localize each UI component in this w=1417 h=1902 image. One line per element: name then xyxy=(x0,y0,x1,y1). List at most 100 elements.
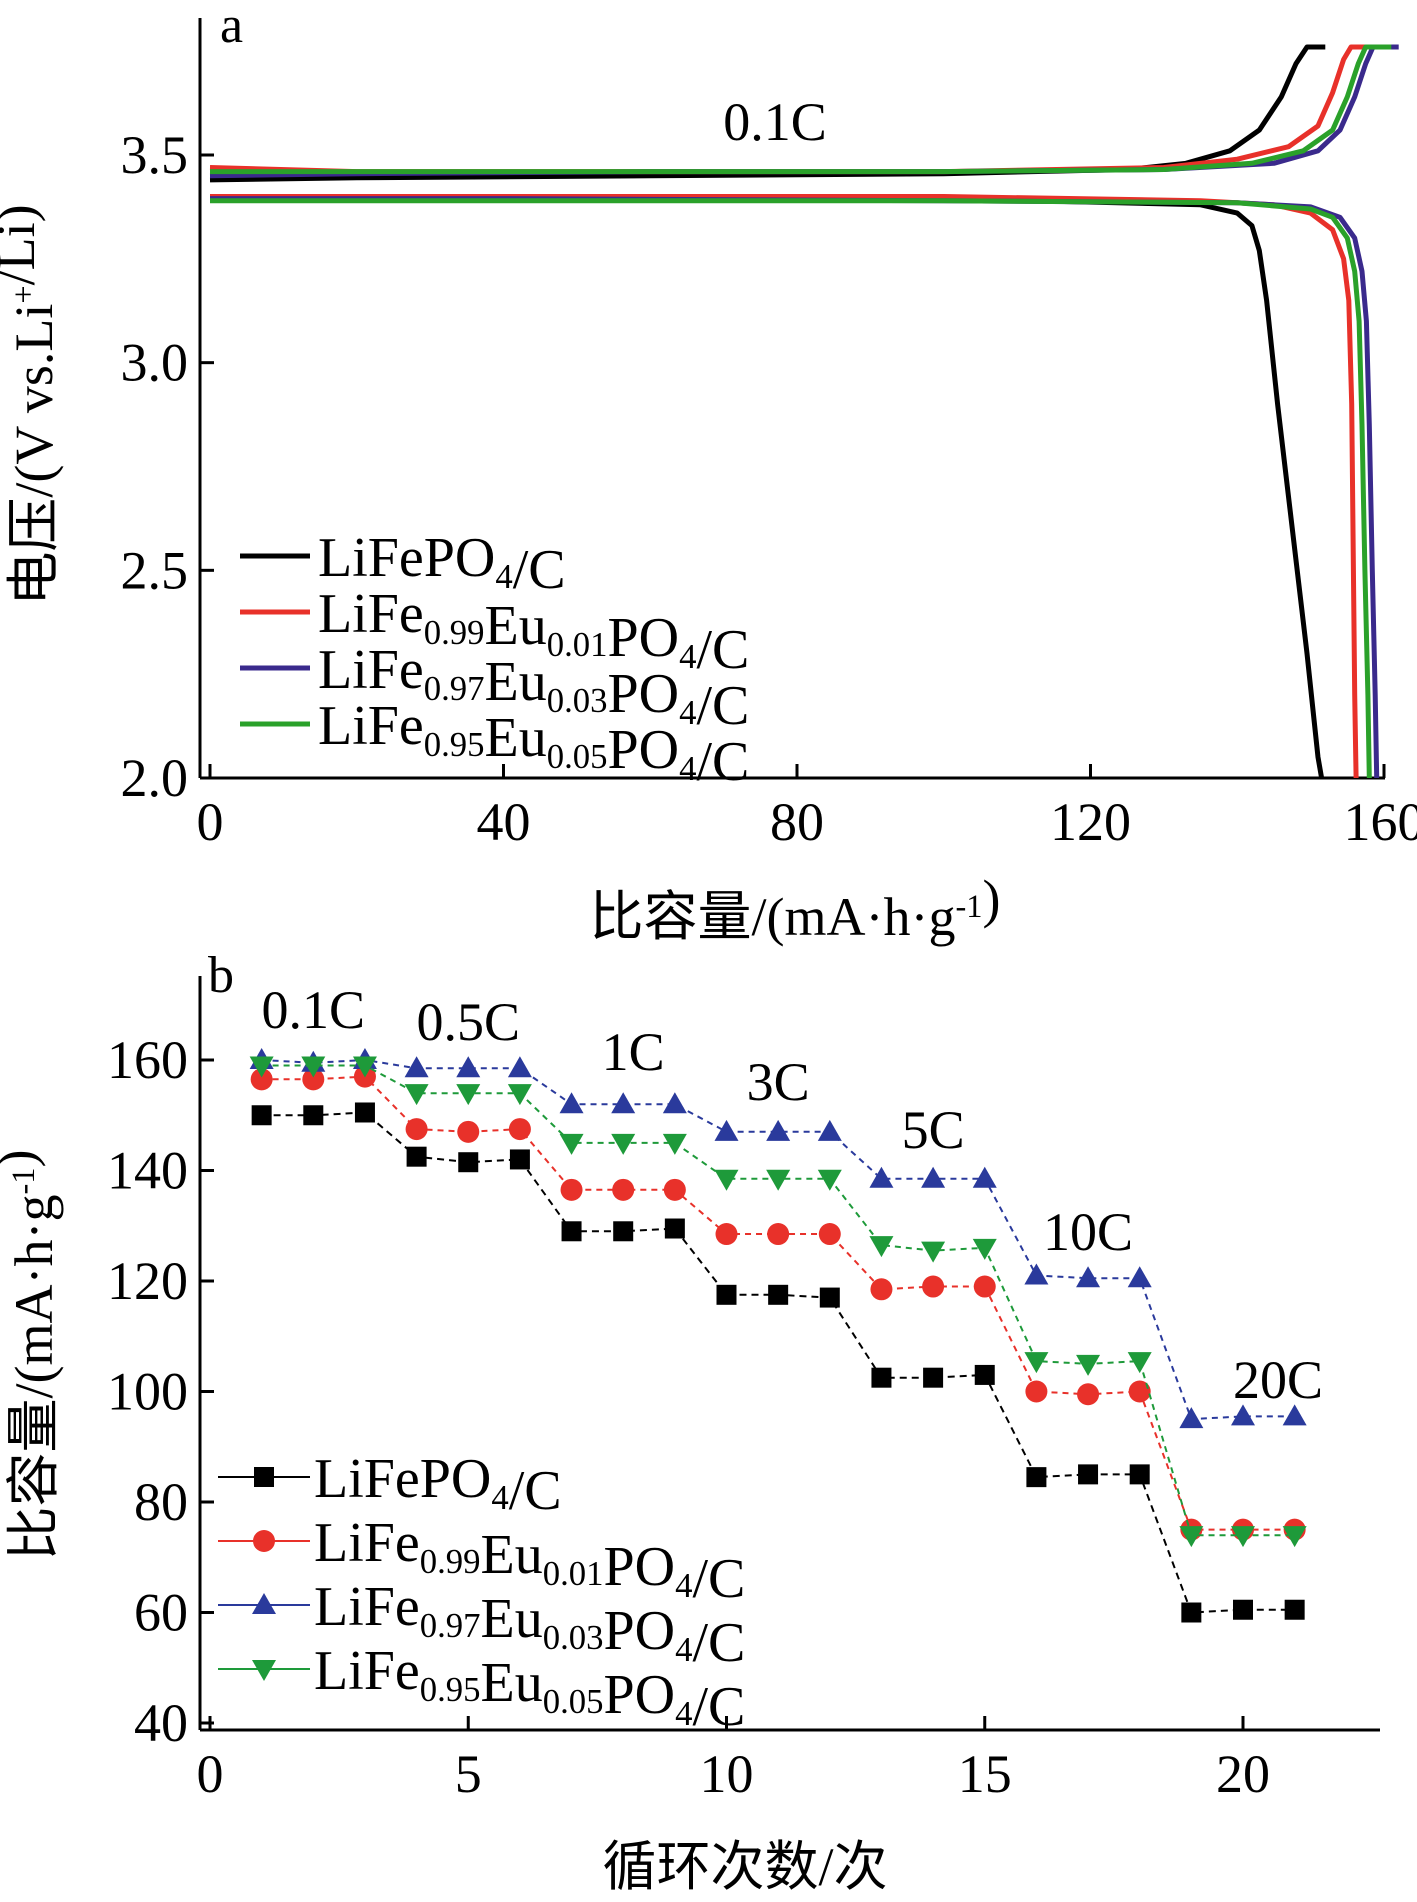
data-point-s1-1 xyxy=(251,1105,272,1126)
data-point-s3-13 xyxy=(869,1166,894,1188)
data-point-s4-16 xyxy=(1024,1352,1049,1374)
data-point-s1-17 xyxy=(1078,1464,1099,1485)
data-point-s3-5 xyxy=(456,1056,481,1078)
y-tick-label: 40 xyxy=(134,1693,188,1753)
data-point-s3-11 xyxy=(766,1119,791,1141)
y-tick-label: 140 xyxy=(107,1141,188,1201)
x-tick-label: 5 xyxy=(455,1744,482,1804)
legend-label-1: LiFePO4/C xyxy=(318,527,566,601)
data-point-s2-17 xyxy=(1077,1383,1100,1406)
panel-letter-b: b xyxy=(208,947,234,1004)
data-point-s1-16 xyxy=(1026,1467,1047,1488)
data-point-s3-15 xyxy=(972,1166,997,1188)
data-point-s2-14 xyxy=(922,1275,945,1298)
data-point-s2-10 xyxy=(715,1223,738,1246)
data-point-s2-2 xyxy=(302,1068,325,1091)
data-point-s3-8 xyxy=(611,1092,636,1114)
data-point-s4-10 xyxy=(714,1169,739,1191)
rate-annotation: 0.1C xyxy=(723,92,827,152)
rate-label-3: 1C xyxy=(602,1022,665,1082)
rate-label-7: 20C xyxy=(1233,1350,1323,1410)
x-tick-label: 40 xyxy=(477,792,531,852)
panel-b-rate-chart: 40 60 80 100 120 140 160 0 5 10 15 20 循环次数/次 比容量/(mA·… xyxy=(0,947,1380,1897)
x-tick-label: 15 xyxy=(958,1744,1012,1804)
rate-label-2: 0.5C xyxy=(416,992,520,1052)
data-point-s3-20 xyxy=(1231,1404,1255,1426)
discharge-curve-4 xyxy=(210,198,1372,779)
legend-label-2: LiFe0.99Eu0.01PO4/C xyxy=(314,1512,745,1610)
legend-label-3: LiFe0.97Eu0.03PO4/C xyxy=(318,639,749,737)
data-point-s1-10 xyxy=(716,1284,737,1305)
y-tick-label: 60 xyxy=(134,1583,188,1643)
y-tick-label: 2.5 xyxy=(121,540,189,600)
data-point-s2-18 xyxy=(1128,1380,1151,1403)
panel-a-voltage-chart: 2.0 2.5 3.0 3.5 0 40 80 120 160 比容量/(mA·h·g-1) 电压/… xyxy=(0,0,1417,947)
data-point-s2-16 xyxy=(1025,1380,1048,1403)
y-axis-title: 电压/(V vs.Li+/Li) xyxy=(0,204,64,605)
x-tick-label: 20 xyxy=(1216,1744,1270,1804)
legend-swatch-marker-1 xyxy=(254,1467,274,1487)
data-point-s1-5 xyxy=(458,1152,479,1173)
y-tick-label: 2.0 xyxy=(121,748,189,808)
data-point-s1-7 xyxy=(561,1221,582,1242)
data-point-s1-20 xyxy=(1233,1599,1253,1620)
legend-label-1: LiFePO4/C xyxy=(314,1448,562,1522)
data-point-s4-17 xyxy=(1076,1354,1101,1376)
data-point-s4-1 xyxy=(249,1056,274,1078)
data-point-s1-8 xyxy=(613,1221,634,1242)
data-point-s1-18 xyxy=(1129,1464,1150,1485)
data-point-s4-19 xyxy=(1179,1526,1204,1548)
data-point-s2-12 xyxy=(818,1223,841,1246)
x-tick-label: 0 xyxy=(197,792,224,852)
legend-label-2: LiFe0.99Eu0.01PO4/C xyxy=(318,583,749,681)
data-point-s1-14 xyxy=(923,1367,944,1388)
data-point-s3-21 xyxy=(1282,1404,1307,1426)
data-point-s2-1 xyxy=(250,1068,273,1091)
data-point-s4-11 xyxy=(766,1169,791,1191)
data-point-s2-4 xyxy=(405,1118,428,1141)
data-point-s2-7 xyxy=(560,1178,583,1201)
data-point-s3-6 xyxy=(507,1056,532,1078)
data-point-s1-19 xyxy=(1181,1602,1202,1623)
x-tick-label: 160 xyxy=(1344,792,1417,852)
data-point-s4-4 xyxy=(404,1084,429,1106)
data-point-s2-8 xyxy=(612,1178,635,1201)
data-point-s1-12 xyxy=(819,1287,840,1308)
data-point-s4-15 xyxy=(972,1238,997,1260)
data-point-s3-14 xyxy=(921,1166,946,1188)
y-tick-label: 80 xyxy=(134,1472,188,1532)
legend-label-4: LiFe0.95Eu0.05PO4/C xyxy=(318,695,749,793)
data-point-s1-13 xyxy=(871,1367,892,1388)
legend-swatch-marker-4 xyxy=(252,1660,276,1681)
y-tick-label: 3.5 xyxy=(121,125,189,185)
data-point-s4-5 xyxy=(456,1084,481,1106)
discharge-curve-2 xyxy=(210,194,1359,779)
x-tick-label: 80 xyxy=(770,792,824,852)
data-point-s4-8 xyxy=(611,1133,636,1155)
data-point-s3-18 xyxy=(1127,1266,1152,1288)
y-tick-label: 3.0 xyxy=(121,333,189,393)
data-point-s1-4 xyxy=(406,1146,427,1167)
data-point-s4-14 xyxy=(921,1241,946,1263)
data-point-s4-13 xyxy=(869,1236,894,1258)
data-point-s3-17 xyxy=(1076,1266,1101,1288)
data-point-s2-15 xyxy=(973,1275,996,1298)
data-point-s3-7 xyxy=(559,1092,584,1114)
data-point-s4-12 xyxy=(817,1169,842,1191)
rate-label-1: 0.1C xyxy=(262,980,366,1040)
data-point-s4-20 xyxy=(1231,1526,1255,1548)
data-point-s1-15 xyxy=(974,1364,995,1385)
data-point-s2-5 xyxy=(457,1120,480,1143)
data-point-s2-13 xyxy=(870,1278,893,1301)
data-point-s1-6 xyxy=(509,1149,530,1170)
data-point-s4-3 xyxy=(352,1056,377,1078)
data-point-s1-3 xyxy=(354,1102,375,1123)
legend-swatch-marker-2 xyxy=(253,1530,275,1552)
charge-curve-4 xyxy=(210,44,1392,175)
y-axis-title: 比容量/(mA·h·g-1) xyxy=(0,1150,64,1561)
rate-label-6: 10C xyxy=(1043,1202,1133,1262)
rate-label-5: 5C xyxy=(902,1100,965,1160)
rate-label-4: 3C xyxy=(747,1052,810,1112)
data-point-s2-6 xyxy=(508,1118,531,1141)
